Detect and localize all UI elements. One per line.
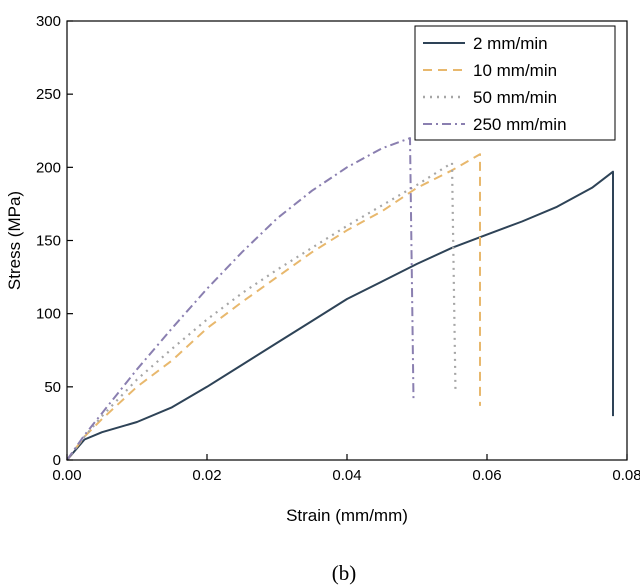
x-axis: 0.00 0.02 0.04 0.06 0.08 bbox=[52, 454, 640, 484]
x-tick-label: 0.08 bbox=[612, 467, 640, 484]
figure-caption: (b) bbox=[332, 561, 357, 585]
legend-label: 250 mm/min bbox=[473, 115, 567, 134]
series-line-0 bbox=[66, 170, 614, 461]
y-tick-label: 200 bbox=[36, 159, 61, 176]
y-tick-label: 150 bbox=[36, 233, 61, 250]
y-tick-label: 100 bbox=[36, 306, 61, 323]
x-tick-label: 0.00 bbox=[52, 467, 81, 484]
legend: 2 mm/min 10 mm/min 50 mm/min 250 mm/min bbox=[414, 25, 616, 141]
legend-label: 2 mm/min bbox=[473, 34, 548, 53]
legend-label: 50 mm/min bbox=[473, 88, 557, 107]
plot-lines bbox=[66, 137, 614, 461]
x-axis-title: Strain (mm/mm) bbox=[286, 506, 408, 525]
x-tick-label: 0.02 bbox=[192, 467, 221, 484]
series-line-2 bbox=[66, 161, 457, 461]
legend-label: 10 mm/min bbox=[473, 61, 557, 80]
series-line-1 bbox=[66, 153, 481, 461]
y-axis: 0 50 100 150 200 250 300 bbox=[36, 13, 73, 469]
series-line-3 bbox=[66, 137, 415, 461]
y-tick-label: 0 bbox=[53, 452, 61, 469]
y-tick-label: 50 bbox=[44, 379, 61, 396]
x-tick-label: 0.06 bbox=[472, 467, 501, 484]
x-tick-label: 0.04 bbox=[332, 467, 361, 484]
y-tick-label: 300 bbox=[36, 13, 61, 30]
y-tick-label: 250 bbox=[36, 86, 61, 103]
legend-box bbox=[414, 25, 616, 141]
y-axis-title: Stress (MPa) bbox=[5, 191, 24, 290]
